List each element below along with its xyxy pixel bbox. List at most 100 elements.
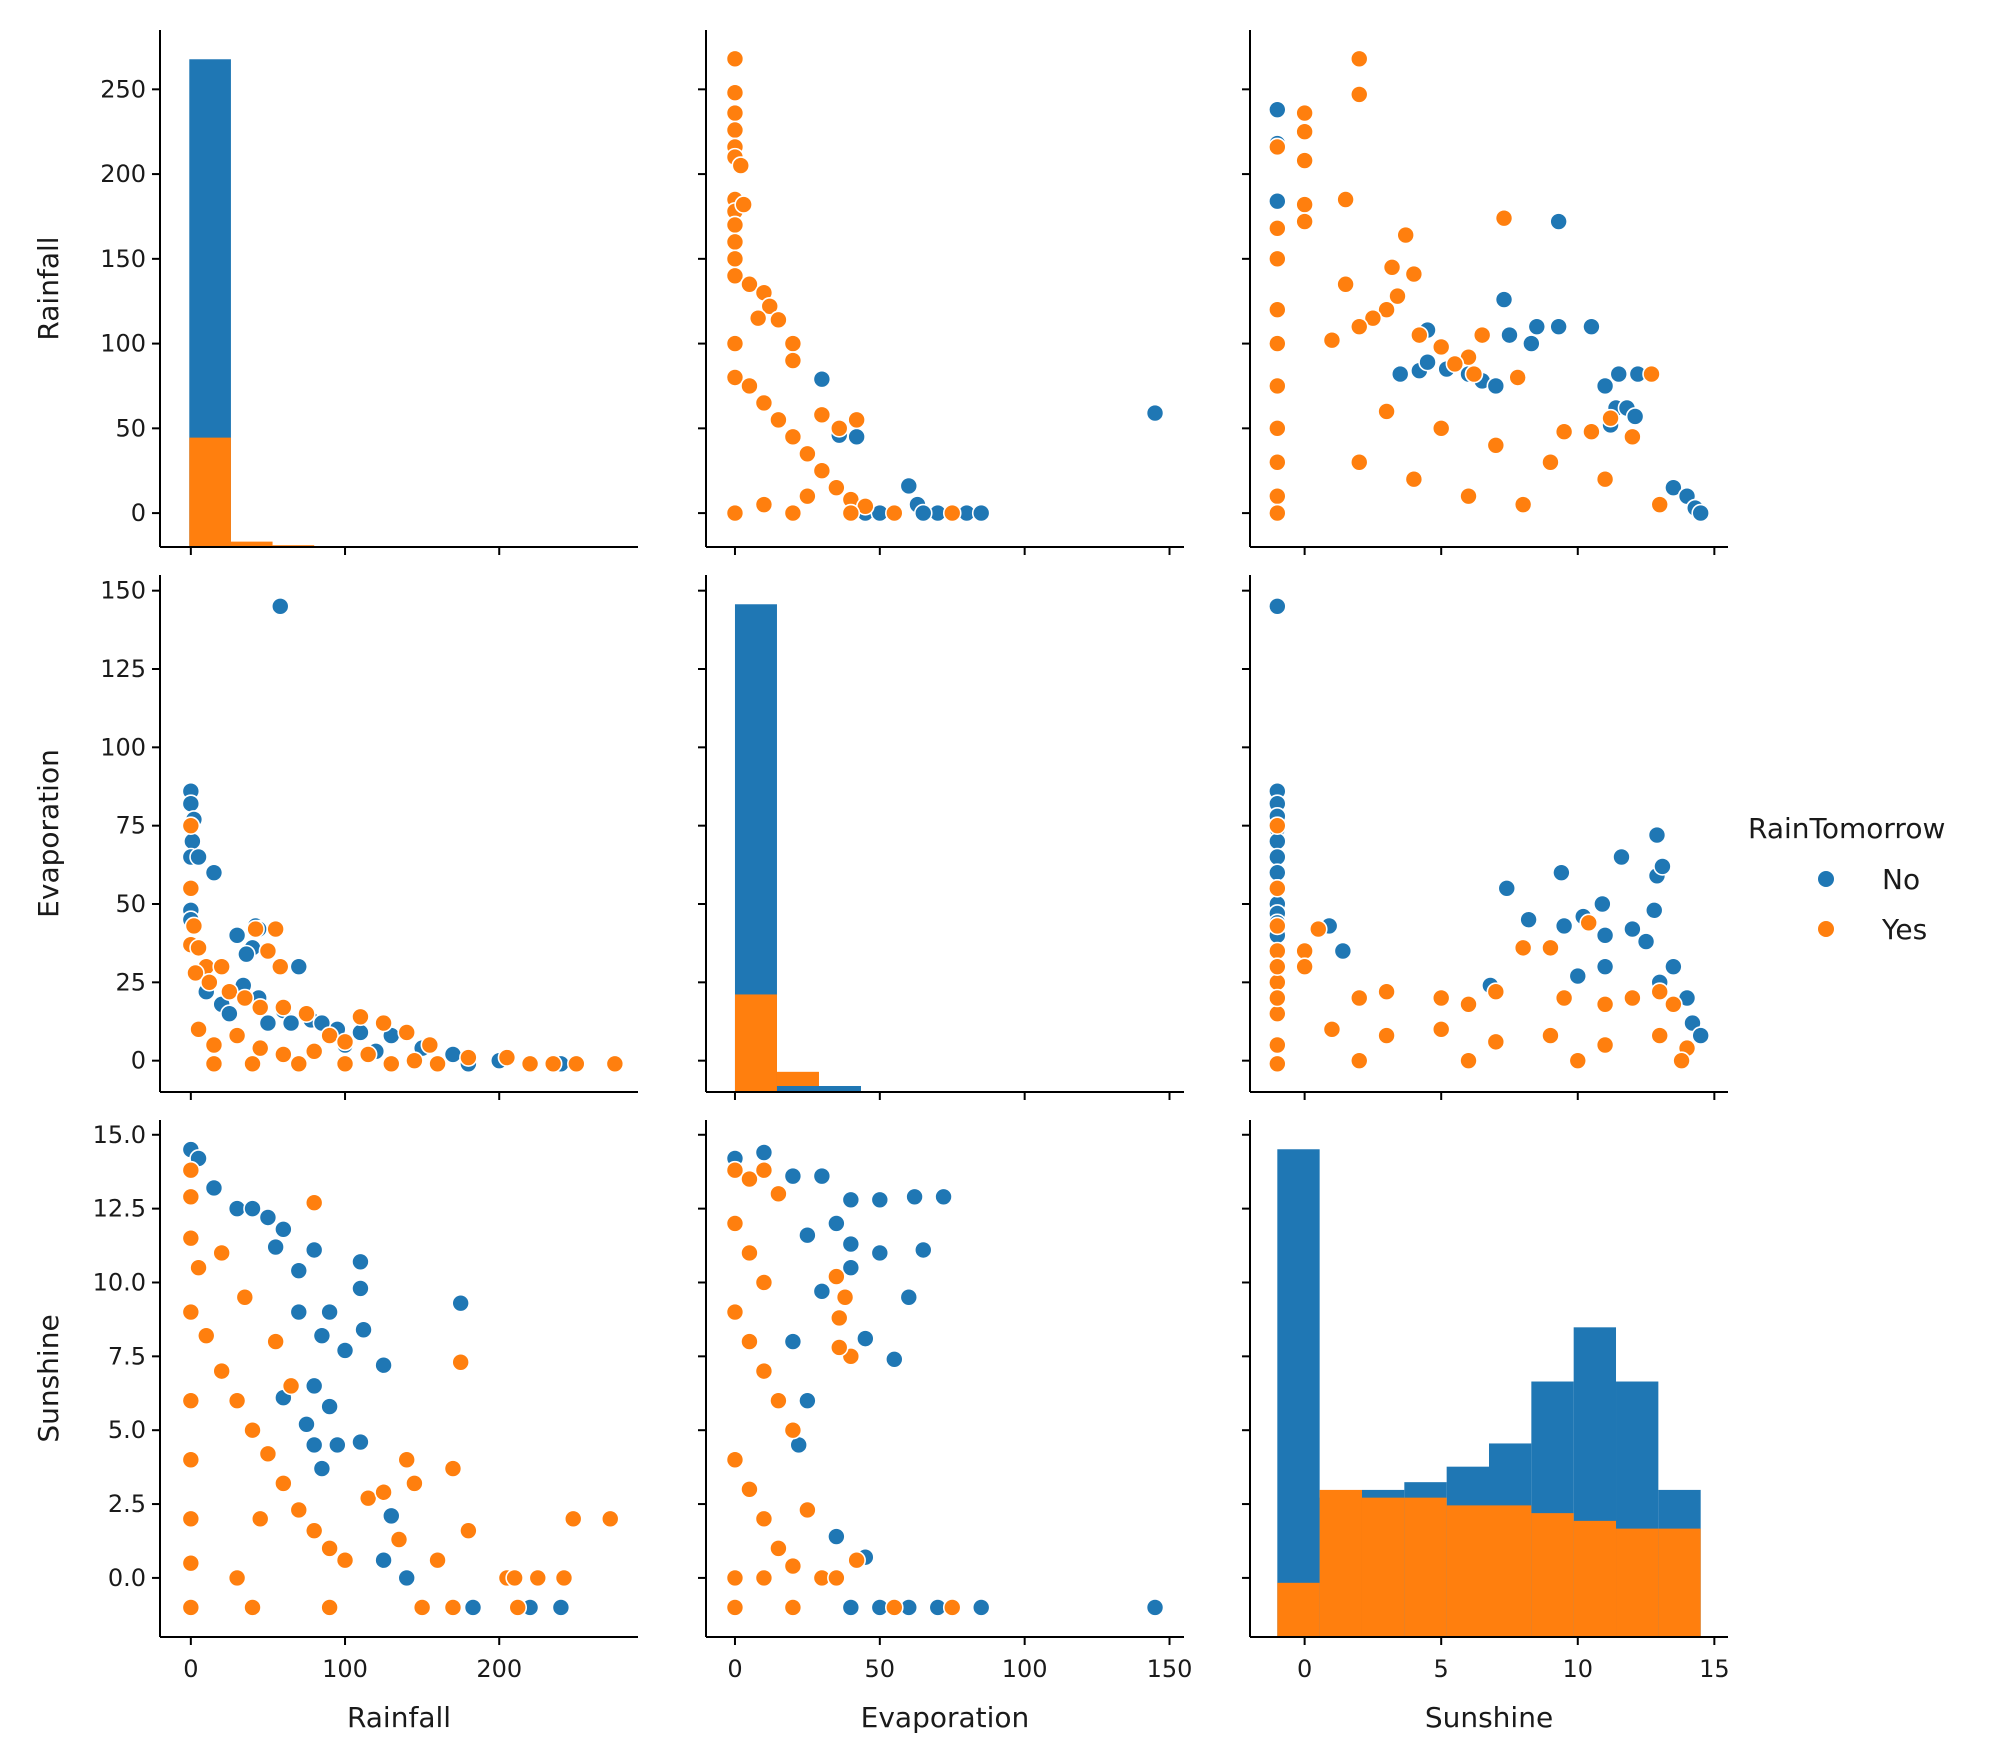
scatter-point-yes <box>1268 1054 1287 1074</box>
scatter-point-yes <box>769 1539 788 1558</box>
scatter-point-no <box>1268 191 1287 211</box>
y-tick-label: 75 <box>115 812 146 840</box>
scatter-point-yes <box>266 919 285 939</box>
scatter-point-no <box>320 1302 339 1322</box>
scatter-point-no <box>381 1506 401 1526</box>
scatter-point-no <box>1268 100 1287 119</box>
scatter-point-yes <box>1377 982 1396 1002</box>
scatter-point-yes <box>1554 988 1574 1008</box>
panel-evaporation-vs-sunshine <box>1242 575 1728 1100</box>
y-tick-label: 125 <box>100 655 146 683</box>
scatter-point-yes <box>528 1568 548 1588</box>
scatter-point-yes <box>1595 469 1615 489</box>
x-tick-label: 15 <box>1699 1655 1730 1683</box>
scatter-point-no <box>1593 894 1612 914</box>
scatter-point-yes <box>798 444 817 464</box>
scatter-point-yes <box>754 1568 774 1588</box>
scatter-point-yes <box>428 1550 447 1570</box>
y-tick-label: 50 <box>115 414 146 442</box>
scatter-point-yes <box>754 393 774 413</box>
y-tick-label: 7.5 <box>108 1342 146 1370</box>
scatter-point-no <box>204 863 224 882</box>
scatter-point-no <box>1333 941 1353 961</box>
scatter-point-yes <box>798 1500 817 1520</box>
scatter-point-no <box>783 1332 803 1351</box>
y-tick-label: 0 <box>131 1047 146 1075</box>
scatter-point-yes <box>459 1048 478 1067</box>
scatter-point-no <box>1644 900 1664 920</box>
scatter-point-no <box>1494 290 1514 309</box>
scatter-point-no <box>913 503 933 523</box>
legend-label-yes: Yes <box>1881 913 1927 946</box>
scatter-point-yes <box>1268 816 1287 835</box>
scatter-point-yes <box>246 919 265 939</box>
hist-bar-yes <box>1573 1520 1617 1637</box>
scatter-point-no <box>870 1243 890 1263</box>
scatter-point-no <box>289 957 309 976</box>
scatter-point-yes <box>274 1045 293 1064</box>
scatter-point-yes <box>428 1054 447 1074</box>
scatter-point-yes <box>754 1361 774 1381</box>
hist-bar-yes <box>1404 1497 1447 1637</box>
scatter-point-yes <box>196 1326 216 1345</box>
scatter-point-yes <box>1568 1051 1588 1070</box>
scatter-point-yes <box>725 1160 745 1180</box>
scatter-point-yes <box>1349 1051 1369 1070</box>
scatter-point-yes <box>563 1509 583 1529</box>
y-tick-label: 2.5 <box>108 1490 146 1518</box>
scatter-point-yes <box>250 998 270 1017</box>
scatter-point-yes <box>1464 364 1484 384</box>
scatter-point-yes <box>725 334 745 353</box>
scatter-point-yes <box>1431 337 1451 357</box>
scatter-point-no <box>856 1329 875 1348</box>
scatter-point-yes <box>812 461 832 481</box>
y-tick-label: 250 <box>100 75 146 103</box>
scatter-point-no <box>258 1013 278 1033</box>
scatter-point-yes <box>1295 957 1314 976</box>
x-tick-label: 0 <box>727 1655 742 1683</box>
scatter-point-yes <box>783 351 803 370</box>
scatter-point-no <box>1691 503 1710 523</box>
scatter-point-yes <box>508 1598 528 1617</box>
scatter-point-no <box>783 1166 803 1186</box>
scatter-point-yes <box>1295 941 1314 961</box>
scatter-point-no <box>1268 597 1287 616</box>
hist-bar-yes <box>1277 1582 1320 1637</box>
scatter-point-yes <box>1445 354 1465 374</box>
scatter-point-yes <box>1268 249 1287 269</box>
hist-bar-yes <box>1446 1505 1489 1637</box>
scatter-point-no <box>1268 832 1287 851</box>
scatter-point-yes <box>1377 402 1396 421</box>
scatter-point-yes <box>847 410 866 430</box>
scatter-point-yes <box>1650 495 1670 514</box>
scatter-point-yes <box>885 503 904 523</box>
scatter-point-no <box>351 1432 370 1452</box>
scatter-point-yes <box>1541 452 1560 472</box>
scatter-point-no <box>1625 407 1645 426</box>
scatter-point-no <box>827 1214 846 1233</box>
scatter-point-no <box>899 1287 919 1307</box>
scatter-point-yes <box>827 1568 846 1588</box>
scatter-point-yes <box>320 1539 339 1558</box>
scatter-point-yes <box>443 1459 463 1478</box>
scatter-point-yes <box>505 1568 524 1588</box>
scatter-point-yes <box>358 1045 378 1064</box>
scatter-point-yes <box>1431 1020 1451 1039</box>
scatter-point-yes <box>725 1302 745 1322</box>
scatter-point-no <box>812 1166 832 1186</box>
scatter-point-yes <box>374 1482 393 1502</box>
scatter-point-yes <box>725 1598 745 1617</box>
scatter-point-yes <box>725 103 745 123</box>
scatter-point-yes <box>1268 988 1287 1008</box>
scatter-point-yes <box>827 478 846 497</box>
scatter-point-no <box>443 1045 463 1064</box>
scatter-point-no <box>551 1598 571 1617</box>
scatter-point-no <box>289 1302 309 1322</box>
scatter-point-yes <box>1404 469 1424 489</box>
hist-bar-no <box>1277 1149 1320 1637</box>
scatter-point-yes <box>181 1553 201 1573</box>
hist-bar-yes <box>1531 1513 1574 1637</box>
scatter-point-no <box>1527 317 1547 336</box>
scatter-point-yes <box>1295 103 1314 123</box>
scatter-point-yes <box>827 1267 846 1286</box>
